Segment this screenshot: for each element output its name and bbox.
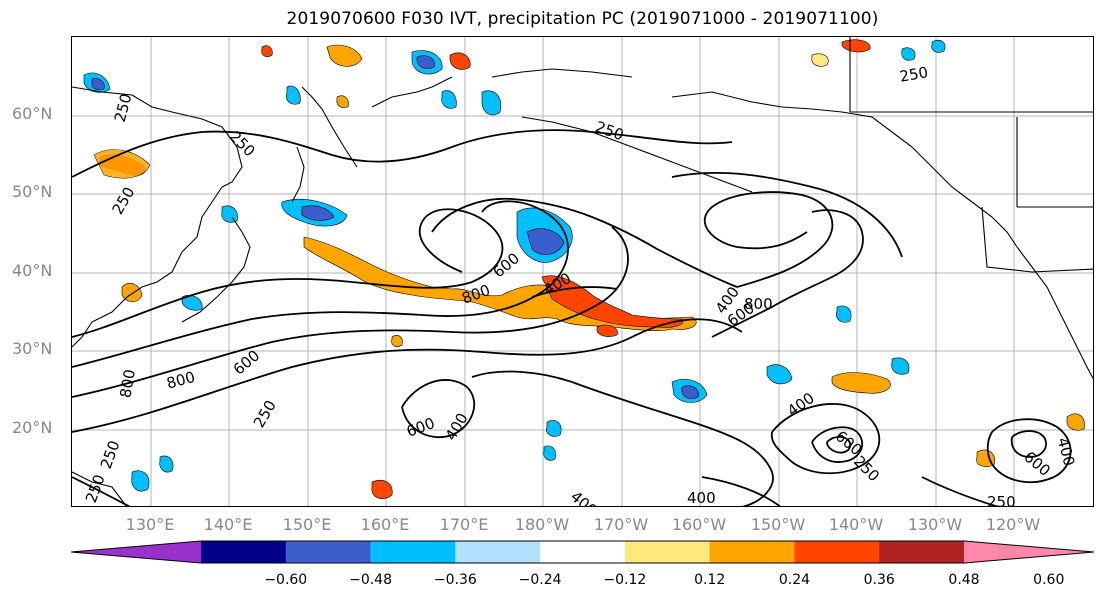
contour-label: 400 [687,489,716,507]
graticule [72,37,1093,506]
lon-label-140e: 140°E [203,515,253,534]
lat-label-60n: 60°N [12,104,53,123]
colorbar [71,540,1094,564]
lat-label-50n: 50°N [12,182,53,201]
colorbar-tick-label: −0.48 [349,572,392,588]
lon-label-130e: 130°E [125,515,175,534]
colorbar-outline [71,540,1094,564]
colorbar-tick-label: −0.60 [264,572,308,588]
colorbar-segment [624,541,711,563]
contour-label: 250 [593,118,626,145]
contour-label: 600 [1020,448,1054,480]
colorbar-extend-high [964,541,1094,563]
colorbar-extend-low [71,541,201,563]
map-canvas: 250 250 250 250 250 250 250 250 250 250 … [72,37,1093,507]
contour-label: 250 [97,438,124,471]
colorbar-tick-label: 0.60 [1033,572,1065,588]
contour-label: 800 [744,295,773,313]
lat-label-30n: 30°N [12,339,53,358]
contour-label: 400 [1054,436,1079,468]
colorbar-tick-label: 0.24 [778,572,811,588]
colorbar-segment [794,541,880,563]
colorbar-segment [879,541,965,563]
colorbar-tick-label: −0.12 [603,572,647,588]
lon-label-180w: 180°W [514,515,570,534]
lat-label-20n: 20°N [12,418,53,437]
precipitation-shading [83,39,1085,499]
contour-label: 600 [489,249,523,281]
lon-label-140w: 140°W [828,515,884,534]
contour-label: 250 [987,493,1016,507]
colorbar-segment [285,541,372,563]
map-panel: 250 250 250 250 250 250 250 250 250 250 … [71,36,1094,507]
lon-label-170e: 170°E [439,515,489,534]
contour-label: 250 [109,184,139,218]
colorbar-segment [201,541,287,563]
colorbar-segment [709,541,795,563]
colorbar-tick-label: 0.48 [948,572,980,588]
contour-label: 250 [82,472,109,505]
ivt-contours [72,129,1072,506]
lon-label-160w: 160°W [671,515,727,534]
colorbar-tick-label: −0.36 [433,572,477,588]
colorbar-segment [370,541,456,563]
lon-label-130w: 130°W [907,515,963,534]
colorbar-segment [455,541,541,563]
lon-label-150e: 150°E [282,515,332,534]
contour-label: 400 [442,410,472,444]
map-title: 2019070600 F030 IVT, precipitation PC (2… [286,9,879,29]
contour-label: 800 [116,368,139,399]
lon-label-170w: 170°W [593,515,649,534]
coastlines [72,37,1093,506]
contour-label: 250 [250,397,280,431]
contour-label: 250 [898,63,929,86]
colorbar-tick-label: −0.24 [518,572,562,588]
colorbar-segment [540,541,626,563]
lon-label-150w: 150°W [750,515,806,534]
lat-label-40n: 40°N [12,261,53,280]
contour-label: 400 [567,487,601,507]
lon-label-160e: 160°E [360,515,410,534]
lon-label-120w: 120°W [985,515,1041,534]
colorbar-tick-label: 0.36 [863,572,895,588]
contour-label: 250 [111,92,136,124]
colorbar-tick-label: 0.12 [694,572,726,588]
contour-label: 400 [784,389,818,420]
